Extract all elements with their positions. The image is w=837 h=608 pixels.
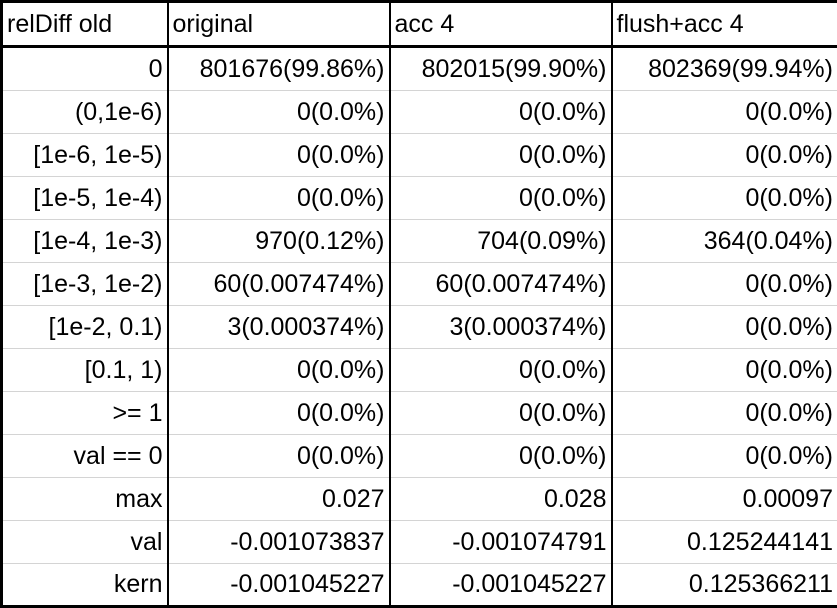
acc4-cell[interactable]: 0(0.0%)	[390, 349, 612, 392]
row-label-cell[interactable]: [1e-5, 1e-4)	[2, 177, 168, 220]
original-cell[interactable]: 0(0.0%)	[168, 349, 390, 392]
original-cell[interactable]: 0(0.0%)	[168, 134, 390, 177]
table-row: max 0.027 0.028 0.00097	[2, 478, 837, 521]
acc4-cell[interactable]: 0(0.0%)	[390, 435, 612, 478]
row-label-cell[interactable]: max	[2, 478, 168, 521]
flush-acc4-cell[interactable]: 0(0.0%)	[612, 392, 837, 435]
row-label-cell[interactable]: 0	[2, 47, 168, 91]
acc4-cell[interactable]: 0.028	[390, 478, 612, 521]
flush-acc4-cell[interactable]: 0(0.0%)	[612, 349, 837, 392]
table-row: [1e-4, 1e-3) 970(0.12%) 704(0.09%) 364(0…	[2, 220, 837, 263]
row-label-cell[interactable]: [1e-2, 0.1)	[2, 306, 168, 349]
original-cell[interactable]: 60(0.007474%)	[168, 263, 390, 306]
original-cell[interactable]: 0(0.0%)	[168, 177, 390, 220]
row-label-cell[interactable]: (0,1e-6)	[2, 91, 168, 134]
header-cell-reldiff[interactable]: relDiff old	[2, 2, 168, 47]
original-cell[interactable]: 0(0.0%)	[168, 91, 390, 134]
table-row: [1e-6, 1e-5) 0(0.0%) 0(0.0%) 0(0.0%)	[2, 134, 837, 177]
table-row: val == 0 0(0.0%) 0(0.0%) 0(0.0%)	[2, 435, 837, 478]
original-cell[interactable]: 970(0.12%)	[168, 220, 390, 263]
acc4-cell[interactable]: 0(0.0%)	[390, 91, 612, 134]
header-cell-original[interactable]: original	[168, 2, 390, 47]
original-cell[interactable]: 0(0.0%)	[168, 435, 390, 478]
row-label-cell[interactable]: kern	[2, 564, 168, 607]
original-cell[interactable]: 801676(99.86%)	[168, 47, 390, 91]
flush-acc4-cell[interactable]: 0(0.0%)	[612, 263, 837, 306]
acc4-cell[interactable]: -0.001074791	[390, 521, 612, 564]
flush-acc4-cell[interactable]: 364(0.04%)	[612, 220, 837, 263]
acc4-cell[interactable]: -0.001045227	[390, 564, 612, 607]
flush-acc4-cell[interactable]: 0(0.0%)	[612, 435, 837, 478]
table-row: val -0.001073837 -0.001074791 0.12524414…	[2, 521, 837, 564]
table-row: (0,1e-6) 0(0.0%) 0(0.0%) 0(0.0%)	[2, 91, 837, 134]
flush-acc4-cell[interactable]: 0(0.0%)	[612, 306, 837, 349]
acc4-cell[interactable]: 802015(99.90%)	[390, 47, 612, 91]
original-cell[interactable]: 3(0.000374%)	[168, 306, 390, 349]
flush-acc4-cell[interactable]: 0.125366211	[612, 564, 837, 607]
flush-acc4-cell[interactable]: 0(0.0%)	[612, 177, 837, 220]
header-row: relDiff old original acc 4 flush+acc 4	[2, 2, 837, 47]
flush-acc4-cell[interactable]: 0(0.0%)	[612, 91, 837, 134]
original-cell[interactable]: 0(0.0%)	[168, 392, 390, 435]
row-label-cell[interactable]: [1e-3, 1e-2)	[2, 263, 168, 306]
row-label-cell[interactable]: val == 0	[2, 435, 168, 478]
table-row: 0 801676(99.86%) 802015(99.90%) 802369(9…	[2, 47, 837, 91]
acc4-cell[interactable]: 704(0.09%)	[390, 220, 612, 263]
original-cell[interactable]: -0.001045227	[168, 564, 390, 607]
row-label-cell[interactable]: [0.1, 1)	[2, 349, 168, 392]
header-cell-acc4[interactable]: acc 4	[390, 2, 612, 47]
acc4-cell[interactable]: 60(0.007474%)	[390, 263, 612, 306]
flush-acc4-cell[interactable]: 802369(99.94%)	[612, 47, 837, 91]
row-label-cell[interactable]: [1e-4, 1e-3)	[2, 220, 168, 263]
table-row: [1e-3, 1e-2) 60(0.007474%) 60(0.007474%)…	[2, 263, 837, 306]
acc4-cell[interactable]: 0(0.0%)	[390, 392, 612, 435]
table-row: [1e-2, 0.1) 3(0.000374%) 3(0.000374%) 0(…	[2, 306, 837, 349]
flush-acc4-cell[interactable]: 0.00097	[612, 478, 837, 521]
header-cell-flush-acc4[interactable]: flush+acc 4	[612, 2, 837, 47]
row-label-cell[interactable]: >= 1	[2, 392, 168, 435]
table-row: kern -0.001045227 -0.001045227 0.1253662…	[2, 564, 837, 607]
table-row: [1e-5, 1e-4) 0(0.0%) 0(0.0%) 0(0.0%)	[2, 177, 837, 220]
acc4-cell[interactable]: 0(0.0%)	[390, 177, 612, 220]
flush-acc4-cell[interactable]: 0.125244141	[612, 521, 837, 564]
table-row: >= 1 0(0.0%) 0(0.0%) 0(0.0%)	[2, 392, 837, 435]
row-label-cell[interactable]: val	[2, 521, 168, 564]
row-label-cell[interactable]: [1e-6, 1e-5)	[2, 134, 168, 177]
acc4-cell[interactable]: 3(0.000374%)	[390, 306, 612, 349]
acc4-cell[interactable]: 0(0.0%)	[390, 134, 612, 177]
original-cell[interactable]: 0.027	[168, 478, 390, 521]
original-cell[interactable]: -0.001073837	[168, 521, 390, 564]
table-row: [0.1, 1) 0(0.0%) 0(0.0%) 0(0.0%)	[2, 349, 837, 392]
flush-acc4-cell[interactable]: 0(0.0%)	[612, 134, 837, 177]
